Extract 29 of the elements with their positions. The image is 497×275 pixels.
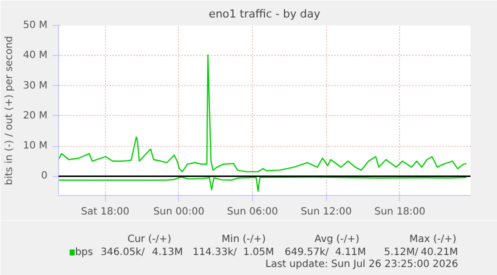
text: 346.05k/ [100,247,146,258]
text: 40.21M [420,247,458,258]
y-tick-label: 40 M [22,50,48,62]
text: 114.33k/ [192,247,238,258]
y-tick-label: 20 M [22,110,48,122]
y-tick-label: 0 [41,170,48,182]
y-axis-title: bits in (-) / out (+) per second [4,36,15,186]
x-tick-label: Sun 18:00 [374,206,426,218]
text: 1.05M [243,247,274,258]
y-tick-label: 10 M [22,140,48,152]
chart-title: eno1 traffic - by day [208,8,321,20]
text: 649.57k/ [284,247,330,258]
text: Last update: Sun Jul 26 23:25:00 2026 [265,259,458,270]
line-series [58,176,468,192]
x-tick-label: Sat 18:00 [80,206,130,218]
legend-label: bps [75,247,93,258]
y-tick-label: 30 M [22,80,48,92]
text: 4.13M [152,247,183,258]
text: Cur (-/+) [127,234,172,245]
x-tick-label: Sun 06:00 [227,206,278,218]
text: Avg (-/+) [314,234,360,245]
line-series [58,54,468,172]
text: 4.11M [335,247,366,258]
x-tick-label: Sun 12:00 [300,206,352,218]
x-tick-label: Sun 00:00 [153,206,204,218]
text: 5.12M/ [384,247,419,258]
text: Max (-/+) [409,234,457,245]
text: Min (-/+) [222,234,266,245]
y-tick-label: 50 M [22,20,48,31]
